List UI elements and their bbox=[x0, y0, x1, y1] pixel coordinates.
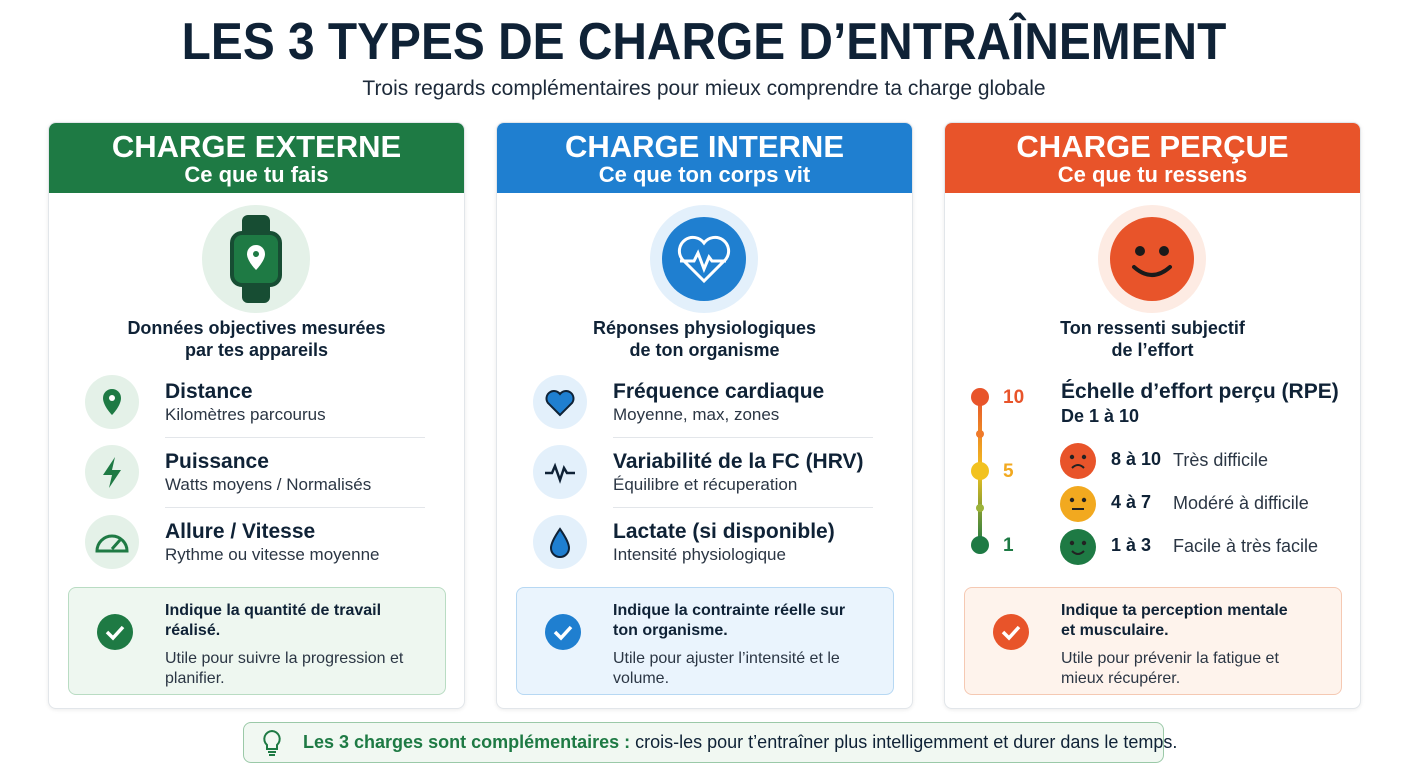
note-strong: Indique la contrainte réelle sur ton org… bbox=[613, 602, 846, 639]
card-intro: Réponses physiologiques bbox=[592, 318, 817, 338]
separator bbox=[613, 437, 873, 438]
card: CHARGE PERÇUE Ce que tu ressens Ton ressen… bbox=[944, 122, 1361, 709]
level-face bbox=[1060, 443, 1096, 479]
level-face bbox=[1060, 486, 1096, 522]
note-text: Utile pour prévenir la fatigue et mieux … bbox=[1061, 650, 1279, 687]
card-title: CHARGE PERÇUE bbox=[1016, 129, 1289, 164]
note-box: Indique ta perception mentale et muscula… bbox=[964, 587, 1342, 695]
card-intro: Ton ressenti subjectif bbox=[1060, 318, 1245, 338]
item-text: Moyenne, max, zones bbox=[613, 405, 780, 424]
footer-text: Les 3 charges sont complémentaires : cro… bbox=[303, 732, 1177, 753]
separator bbox=[613, 507, 873, 508]
item-text: Watts moyens / Normalisés bbox=[165, 475, 372, 494]
item-title: Allure / Vitesse bbox=[165, 520, 316, 543]
card-title: CHARGE EXTERNE bbox=[111, 129, 402, 164]
card-subtitle: Ce que tu fais bbox=[184, 162, 329, 187]
rpe-tick: 5 bbox=[1003, 461, 1014, 482]
card: CHARGE INTERNE Ce que ton corps vit Répons… bbox=[496, 122, 913, 709]
item-text: Kilomètres parcourus bbox=[165, 405, 326, 424]
item-text: Rythme ou vitesse moyenne bbox=[165, 545, 380, 564]
level-label: Modéré à difficile bbox=[1173, 493, 1309, 513]
item-title: Puissance bbox=[165, 450, 269, 473]
card-icon bbox=[1098, 205, 1206, 313]
check-icon bbox=[545, 614, 581, 650]
card-intro: par tes appareils bbox=[184, 340, 329, 360]
footer-strong: Les 3 charges sont complémentaires : bbox=[303, 732, 631, 752]
bulb-icon bbox=[263, 729, 281, 756]
level-label: Facile à très facile bbox=[1173, 536, 1319, 556]
rpe-tick: 10 bbox=[1003, 387, 1025, 408]
scale-subtitle: De 1 à 10 bbox=[1061, 406, 1140, 426]
card: CHARGE EXTERNE Ce que tu fais Données obje… bbox=[48, 122, 465, 709]
level-range: 8 à 10 bbox=[1111, 449, 1162, 469]
item-title: Fréquence cardiaque bbox=[613, 380, 825, 403]
subtitle: Trois regards complémentaires pour mieux… bbox=[362, 77, 1046, 100]
note-box: Indique la quantité de travail réalisé. U… bbox=[68, 587, 446, 695]
level-range: 4 à 7 bbox=[1111, 492, 1152, 512]
card-title: CHARGE INTERNE bbox=[564, 129, 844, 164]
footer-box: Les 3 charges sont complémentaires : cro… bbox=[243, 722, 1177, 763]
note-text: Utile pour suivre la progression et plan… bbox=[165, 650, 404, 687]
scale-title: Échelle d’effort perçu (RPE) bbox=[1061, 380, 1339, 403]
rpe-tick: 1 bbox=[1003, 535, 1014, 556]
card-header: CHARGE INTERNE Ce que ton corps vit bbox=[497, 123, 912, 193]
check-icon bbox=[97, 614, 133, 650]
item-icon bbox=[85, 515, 139, 569]
item-icon bbox=[533, 375, 587, 429]
level-label: Très difficile bbox=[1173, 450, 1269, 470]
rpe-scale bbox=[971, 388, 989, 554]
card-intro: de l’effort bbox=[1111, 340, 1194, 360]
separator bbox=[165, 507, 425, 508]
card-icon bbox=[202, 205, 310, 313]
item-title: Variabilité de la FC (HRV) bbox=[613, 450, 864, 473]
card-subtitle: Ce que ton corps vit bbox=[598, 162, 811, 187]
title: LES 3 TYPES DE CHARGE D’ENTRAÎNEMENT bbox=[181, 13, 1227, 71]
item-text: Intensité physiologique bbox=[613, 545, 786, 564]
card-intro: de ton organisme bbox=[629, 340, 780, 360]
item-icon bbox=[85, 445, 139, 499]
item-icon bbox=[85, 375, 139, 429]
card-header: CHARGE EXTERNE Ce que tu fais bbox=[49, 123, 464, 193]
separator bbox=[165, 437, 425, 438]
item-text: Équilibre et récuperation bbox=[613, 475, 798, 494]
card-header: CHARGE PERÇUE Ce que tu ressens bbox=[945, 123, 1360, 193]
level-face bbox=[1060, 529, 1096, 565]
item-title: Distance bbox=[165, 380, 253, 403]
note-strong: Indique la quantité de travail réalisé. bbox=[165, 602, 382, 639]
item-icon bbox=[533, 515, 587, 569]
card-intro: Données objectives mesurées bbox=[127, 318, 386, 338]
card-icon bbox=[650, 205, 758, 313]
card-subtitle: Ce que tu ressens bbox=[1057, 162, 1248, 187]
item-title: Lactate (si disponible) bbox=[613, 520, 835, 543]
note-box: Indique la contrainte réelle sur ton org… bbox=[516, 587, 894, 695]
level-range: 1 à 3 bbox=[1111, 535, 1152, 555]
item-icon bbox=[533, 445, 587, 499]
note-strong: Indique ta perception mentale et muscula… bbox=[1061, 602, 1288, 639]
check-icon bbox=[993, 614, 1029, 650]
footer-rest: crois-les pour t’entraîner plus intellig… bbox=[635, 732, 1178, 752]
note-text: Utile pour ajuster l’intensité et le vol… bbox=[613, 650, 840, 687]
